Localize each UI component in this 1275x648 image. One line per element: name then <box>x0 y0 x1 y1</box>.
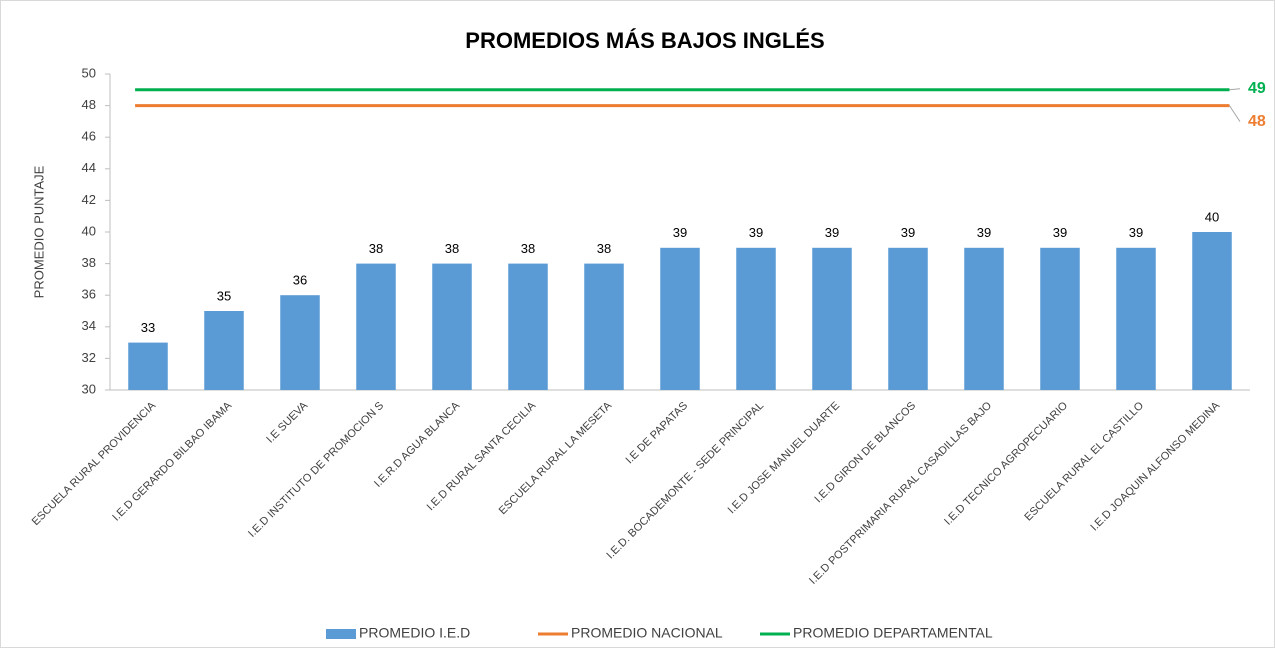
bar-value-label: 38 <box>369 241 383 256</box>
bar <box>204 311 244 390</box>
bar <box>964 247 1004 390</box>
bar-value-label: 39 <box>1129 225 1143 240</box>
bar-value-label: 39 <box>673 225 687 240</box>
y-tick-label: 30 <box>82 381 96 396</box>
bar-value-label: 39 <box>1053 225 1067 240</box>
bar <box>736 247 776 390</box>
line-value-label: 49 <box>1248 80 1266 97</box>
bar-value-label: 39 <box>749 225 763 240</box>
y-tick-label: 42 <box>82 192 96 207</box>
legend-label: PROMEDIO DEPARTAMENTAL <box>793 625 993 641</box>
bar-value-label: 39 <box>977 225 991 240</box>
bar <box>1192 232 1232 390</box>
legend-label: PROMEDIO NACIONAL <box>571 625 723 641</box>
y-tick-label: 50 <box>82 65 96 80</box>
leader-line <box>1229 88 1241 91</box>
y-tick-label: 36 <box>82 287 96 302</box>
bar-value-label: 39 <box>825 225 839 240</box>
bar <box>1116 247 1156 390</box>
bar <box>128 342 168 390</box>
bar <box>356 263 396 390</box>
bar <box>888 247 928 390</box>
bar-value-label: 35 <box>217 288 231 303</box>
bar <box>812 247 852 390</box>
bar-value-label: 33 <box>141 320 155 335</box>
y-tick-label: 44 <box>82 160 96 175</box>
y-tick-label: 40 <box>82 223 96 238</box>
legend-swatch <box>326 629 356 639</box>
bar <box>508 263 548 390</box>
legend-label: PROMEDIO I.E.D <box>359 625 470 641</box>
bar-value-label: 36 <box>293 273 307 288</box>
y-axis-label: PROMEDIO PUNTAJE <box>31 165 46 298</box>
bar-value-label: 38 <box>521 241 535 256</box>
bar <box>584 263 624 390</box>
y-tick-label: 38 <box>82 255 96 270</box>
line-value-label: 48 <box>1248 113 1266 130</box>
bar-value-label: 40 <box>1205 209 1219 224</box>
leader-line <box>1229 105 1241 122</box>
bar <box>280 295 320 390</box>
chart-title: PROMEDIOS MÁS BAJOS INGLÉS <box>465 28 824 53</box>
bar-value-label: 38 <box>445 241 459 256</box>
y-tick-label: 46 <box>82 129 96 144</box>
y-tick-label: 48 <box>82 97 96 112</box>
y-tick-label: 34 <box>82 318 96 333</box>
bar-value-label: 39 <box>901 225 915 240</box>
bar <box>660 247 700 390</box>
bar <box>1040 247 1080 390</box>
bar <box>432 263 472 390</box>
bar-value-label: 38 <box>597 241 611 256</box>
y-tick-label: 32 <box>82 350 96 365</box>
